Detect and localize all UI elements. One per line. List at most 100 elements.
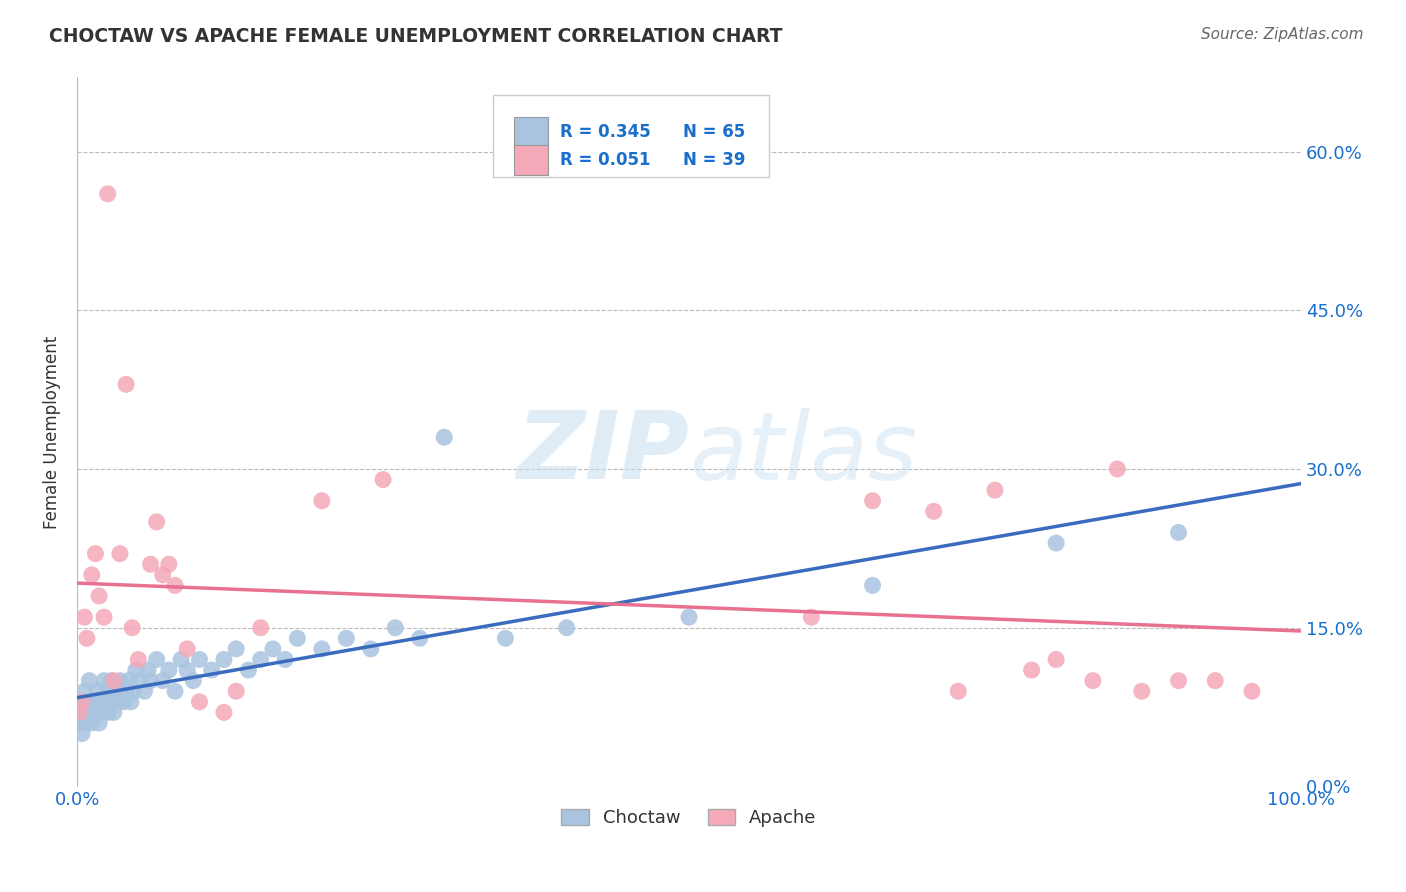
Point	[1167, 673, 1189, 688]
Legend: Choctaw, Apache: Choctaw, Apache	[554, 802, 824, 834]
Point	[163, 578, 186, 592]
Point	[93, 673, 115, 688]
Point	[152, 567, 174, 582]
Point	[139, 673, 162, 688]
Point	[103, 673, 125, 688]
Text: N = 39: N = 39	[683, 151, 745, 169]
Point	[384, 621, 406, 635]
Point	[433, 430, 456, 444]
Point	[238, 663, 260, 677]
Point	[1081, 673, 1104, 688]
Point	[108, 547, 131, 561]
Point	[145, 652, 167, 666]
Point	[97, 186, 120, 201]
Point	[80, 567, 103, 582]
FancyBboxPatch shape	[515, 118, 548, 147]
Point	[89, 695, 111, 709]
Point	[183, 673, 205, 688]
Point	[108, 673, 131, 688]
Point	[176, 641, 198, 656]
Point	[862, 578, 884, 592]
Point	[115, 684, 138, 698]
Point	[97, 706, 120, 720]
Point	[335, 632, 357, 646]
Point	[75, 716, 97, 731]
Point	[1045, 536, 1067, 550]
Point	[225, 641, 247, 656]
Point	[73, 610, 96, 624]
Point	[139, 558, 162, 572]
Point	[69, 706, 91, 720]
Point	[862, 493, 884, 508]
FancyBboxPatch shape	[494, 95, 769, 177]
Point	[145, 515, 167, 529]
Point	[87, 589, 110, 603]
Point	[127, 652, 149, 666]
Point	[494, 632, 516, 646]
Text: N = 65: N = 65	[683, 123, 745, 141]
Point	[136, 663, 159, 677]
Point	[948, 684, 970, 698]
Point	[157, 558, 180, 572]
Point	[73, 684, 96, 698]
Text: CHOCTAW VS APACHE FEMALE UNEMPLOYMENT CORRELATION CHART: CHOCTAW VS APACHE FEMALE UNEMPLOYMENT CO…	[49, 27, 783, 45]
Point	[84, 706, 107, 720]
Point	[225, 684, 247, 698]
Point	[1167, 525, 1189, 540]
Point	[274, 652, 297, 666]
Point	[79, 673, 101, 688]
Point	[1107, 462, 1129, 476]
Point	[93, 610, 115, 624]
Point	[409, 632, 432, 646]
Text: R = 0.051: R = 0.051	[561, 151, 651, 169]
Point	[984, 483, 1007, 498]
Point	[212, 706, 235, 720]
Point	[800, 610, 823, 624]
Point	[360, 641, 382, 656]
Point	[212, 652, 235, 666]
Text: Source: ZipAtlas.com: Source: ZipAtlas.com	[1201, 27, 1364, 42]
Point	[1021, 663, 1043, 677]
Point	[678, 610, 700, 624]
Point	[110, 684, 132, 698]
Point	[84, 547, 107, 561]
Point	[371, 473, 394, 487]
FancyBboxPatch shape	[515, 145, 548, 175]
Text: R = 0.345: R = 0.345	[561, 123, 651, 141]
Point	[170, 652, 193, 666]
Point	[87, 716, 110, 731]
Point	[311, 641, 333, 656]
Point	[134, 684, 156, 698]
Text: ZIP: ZIP	[516, 408, 689, 500]
Point	[121, 621, 143, 635]
Point	[117, 673, 139, 688]
Point	[188, 652, 211, 666]
Point	[1240, 684, 1263, 698]
Point	[1045, 652, 1067, 666]
Point	[105, 684, 128, 698]
Point	[287, 632, 309, 646]
Point	[188, 695, 211, 709]
Point	[120, 695, 142, 709]
Point	[127, 673, 149, 688]
Point	[69, 695, 91, 709]
Point	[115, 377, 138, 392]
Point	[69, 716, 91, 731]
Point	[87, 684, 110, 698]
Point	[157, 663, 180, 677]
Point	[112, 695, 135, 709]
Point	[201, 663, 224, 677]
Point	[125, 663, 148, 677]
Text: atlas: atlas	[689, 408, 917, 499]
Point	[107, 695, 129, 709]
Point	[77, 706, 100, 720]
Point	[76, 695, 98, 709]
Point	[249, 621, 271, 635]
Point	[1204, 673, 1226, 688]
Point	[311, 493, 333, 508]
Point	[163, 684, 186, 698]
Point	[1130, 684, 1153, 698]
Point	[100, 673, 122, 688]
Point	[97, 684, 120, 698]
Point	[922, 504, 945, 518]
